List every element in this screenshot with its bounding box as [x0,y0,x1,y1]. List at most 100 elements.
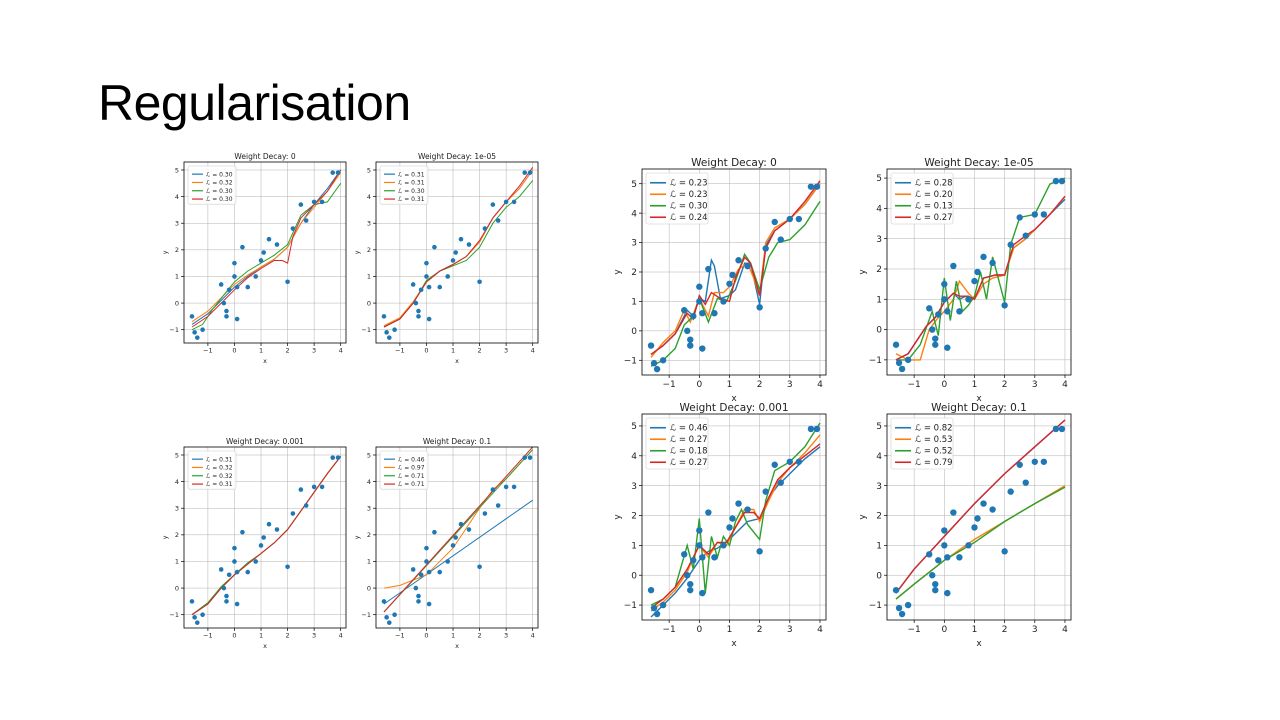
chart-title: Weight Decay: 0 [691,157,777,169]
x-tick-label: 4 [339,632,343,640]
data-point [410,282,416,287]
legend-label: ℒ = 0.30 [206,188,233,195]
y-tick-label: 3 [876,482,882,492]
data-point [971,524,978,531]
legend-label: ℒ = 0.79 [915,458,953,468]
data-point [950,509,957,516]
chart-title: Weight Decay: 0.1 [423,437,492,446]
y-axis-label: y [161,250,169,254]
data-point [226,287,232,293]
y-tick-label: 3 [631,482,637,492]
x-tick-label: 4 [531,632,535,640]
data-point [1058,177,1066,185]
data-point [298,202,304,207]
legend-label: ℒ = 0.46 [670,424,708,434]
y-tick-label: 4 [367,478,371,486]
data-point [684,327,691,335]
legend-label: ℒ = 0.27 [670,458,708,468]
x-axis-label: x [263,357,267,365]
data-point [416,314,421,319]
data-point [726,280,733,287]
y-tick-label: 3 [175,504,179,512]
y-tick-label: 5 [631,422,637,432]
legend-label: ℒ = 0.30 [398,188,425,195]
y-tick-label: −1 [869,356,882,366]
data-point [192,330,197,335]
legend-label: ℒ = 0.30 [670,202,708,212]
legend-label: ℒ = 0.31 [398,196,425,203]
axes-frame [886,168,1072,376]
y-tick-label: 0 [876,326,882,336]
y-tick-label: 0 [631,571,637,581]
data-point [232,274,237,279]
legend-label: ℒ = 0.32 [206,465,233,472]
legend-box [890,417,954,470]
data-point [1058,425,1066,433]
legend-box [187,450,237,490]
legend: ℒ = 0.46ℒ = 0.97ℒ = 0.71ℒ = 0.71 [379,450,429,490]
y-tick-label: 2 [367,531,371,539]
x-tick-label: 1 [259,347,263,355]
series-line-1 [650,446,821,618]
y-axis-label: y [353,250,361,254]
x-axis-label: x [455,642,459,650]
data-point [224,308,229,314]
data-point [699,589,706,597]
x-tick-label: 3 [504,632,508,640]
data-point [956,308,963,315]
data-point [245,284,251,290]
chart-small-top-right: −1 0 1 2 3 4 −1 0 1 2 3 4 5 Weight Decay: 1e-05 x y ℒ = … [353,152,539,365]
data-point [335,170,341,175]
x-tick-label: 0 [232,347,236,355]
data-point [795,458,803,465]
data-point [261,250,266,255]
x-tick-label: 4 [817,625,823,635]
y-tick-label: 5 [876,422,882,432]
chart-title: Weight Decay: 0.001 [226,437,304,446]
y-tick-label: 2 [876,265,882,275]
data-point [527,455,533,460]
data-point [200,327,205,332]
data-point [392,327,397,332]
data-point [266,236,272,242]
data-point [974,268,981,276]
data-point [659,601,667,609]
data-point [453,535,458,540]
data-point [687,580,694,588]
y-tick-label: 0 [876,571,882,581]
data-point [426,569,432,575]
x-tick-label: −1 [663,380,676,390]
data-point [941,296,948,303]
y-tick-label: 3 [876,235,882,245]
data-point [426,316,432,322]
data-point [221,300,227,306]
legend-label: ℒ = 0.24 [670,213,708,223]
legend-box [379,165,429,205]
x-tick-label: 2 [478,347,482,355]
x-tick-label: 0 [232,632,236,640]
data-point [1001,548,1008,555]
x-tick-label: 0 [424,347,428,355]
data-point [450,258,456,263]
x-tick-label: 3 [312,632,316,640]
legend-label: ℒ = 0.32 [206,180,233,187]
x-axis-label: x [455,357,459,365]
legend-box [645,172,709,225]
data-point [786,215,794,223]
data-point [303,503,309,508]
data-point [503,484,509,490]
data-point [466,242,472,247]
data-point [971,277,978,285]
legend: ℒ = 0.46ℒ = 0.27ℒ = 0.18ℒ = 0.27 [645,417,709,470]
data-point [681,307,688,314]
data-point [458,521,464,527]
y-tick-label: 1 [175,273,179,281]
data-point [944,308,951,315]
x-tick-label: −1 [395,347,405,355]
axes-frame [183,446,347,629]
legend-label: ℒ = 0.23 [670,190,708,200]
legend-label: ℒ = 0.71 [398,473,425,480]
data-point [432,529,437,535]
data-point [932,586,939,594]
x-tick-label: 4 [1062,380,1068,390]
